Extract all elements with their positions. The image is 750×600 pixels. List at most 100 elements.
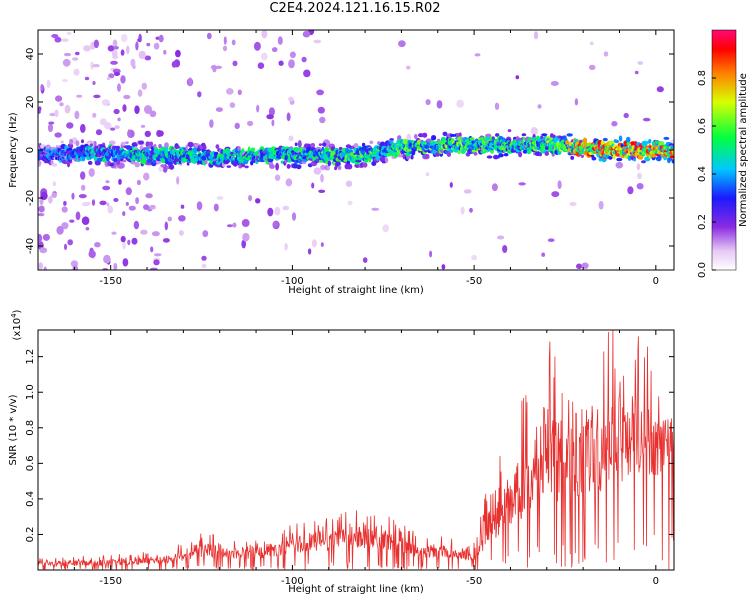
spectrogram-cell bbox=[75, 140, 80, 147]
spectrogram-cell bbox=[288, 59, 295, 69]
spectrogram-cell bbox=[569, 202, 577, 206]
spectrogram-cell bbox=[133, 220, 140, 230]
spectrogram-cell bbox=[636, 163, 641, 171]
spectrogram-cell bbox=[269, 164, 275, 169]
spectrogram-cell bbox=[294, 142, 298, 147]
spectrogram-cell bbox=[319, 116, 326, 124]
spectrogram-cell bbox=[485, 136, 491, 141]
spectrogram-cell bbox=[491, 183, 498, 192]
spectrogram-cell bbox=[89, 143, 93, 147]
spectrogram-cell bbox=[557, 180, 562, 190]
spectrogram-cell bbox=[625, 136, 631, 143]
spectrogram-cell bbox=[54, 132, 62, 138]
spectrogram-cell bbox=[495, 133, 500, 137]
spectrogram-cell bbox=[345, 180, 353, 187]
spectrogram-cell bbox=[237, 89, 242, 96]
spectrogram-cell bbox=[84, 76, 90, 81]
spectrogram-cell bbox=[201, 255, 207, 261]
spectrogram-cell bbox=[107, 45, 115, 52]
spectrogram-cell bbox=[131, 237, 138, 245]
spectrogram-cell bbox=[130, 58, 136, 67]
spectrogram-cell bbox=[274, 174, 281, 181]
spectrogram-cell bbox=[197, 91, 202, 98]
spectrogram-cell bbox=[244, 165, 249, 169]
spectrogram-cell bbox=[38, 160, 42, 166]
spectrogram-cell bbox=[112, 39, 118, 48]
spectrogram-cell bbox=[310, 143, 316, 148]
spectrogram-cell bbox=[69, 138, 74, 145]
spectrogram-cell bbox=[490, 150, 494, 154]
spectrogram-cell bbox=[222, 45, 228, 52]
spectrogram-cell bbox=[241, 239, 246, 249]
colorbar-label: Normalized spectral amplitude bbox=[738, 73, 749, 227]
spectrogram-cell bbox=[338, 146, 343, 151]
spectrogram-cell bbox=[146, 42, 151, 47]
spectrogram-cell bbox=[215, 144, 220, 150]
spectrogram-cell bbox=[71, 192, 75, 200]
spectrogram-cell bbox=[346, 160, 351, 165]
snr-y-axis-label: SNR (10 * v/v) bbox=[8, 394, 19, 465]
spectrogram-cell bbox=[138, 140, 144, 145]
spectrogram-cell bbox=[318, 189, 326, 193]
spectrogram-cell bbox=[216, 196, 224, 200]
spectrogram-cell bbox=[337, 165, 342, 171]
y-tick-label: 0 bbox=[25, 147, 36, 153]
spectrogram-cell bbox=[122, 241, 126, 250]
spectrogram-cell bbox=[56, 225, 64, 235]
spectrogram-cell bbox=[113, 46, 119, 50]
spectrogram-cell bbox=[608, 155, 613, 160]
spectrogram-cell bbox=[502, 245, 508, 253]
spectrogram-cell bbox=[38, 106, 42, 112]
spectrogram-cell bbox=[398, 40, 406, 48]
spectrogram-cell bbox=[107, 205, 114, 214]
spectrogram-cell bbox=[603, 51, 609, 57]
spectrogram-cell bbox=[425, 172, 430, 177]
spectrogram-cell bbox=[456, 99, 465, 108]
spectrogram-cell bbox=[158, 166, 164, 172]
spectrogram-cell bbox=[153, 42, 160, 50]
spectrogram-cell bbox=[102, 185, 111, 191]
y-tick-label: 40 bbox=[25, 48, 36, 61]
spectrogram-cell bbox=[92, 112, 97, 118]
spectrogram-cell bbox=[289, 51, 296, 59]
spectrogram-cell bbox=[61, 38, 69, 42]
spectrogram-cell bbox=[581, 262, 589, 269]
spectrogram-cell bbox=[626, 142, 630, 146]
spectrogram-cell bbox=[460, 206, 465, 215]
spectrogram-cell bbox=[120, 141, 126, 146]
spectrogram-cell bbox=[87, 160, 93, 165]
spectrogram-cell bbox=[457, 150, 461, 155]
spectrogram-cell bbox=[522, 137, 526, 141]
spectrogram-cell bbox=[651, 153, 656, 158]
spectrogram-cell bbox=[273, 221, 278, 228]
spectrogram-cell bbox=[202, 144, 207, 150]
spectrogram-cell bbox=[201, 263, 207, 269]
spectrogram-cell bbox=[92, 81, 96, 85]
spectrogram-cell bbox=[120, 34, 128, 42]
spectrogram-cell bbox=[127, 129, 131, 138]
y-tick-label: 0.4 bbox=[25, 491, 36, 507]
spectrogram-cell bbox=[106, 202, 110, 207]
spectrogram-cell bbox=[346, 163, 353, 170]
spectrogram-cell bbox=[296, 164, 302, 170]
spectrogram-cell bbox=[202, 230, 209, 238]
spectrogram-cell bbox=[642, 117, 651, 122]
spectrogram-cell bbox=[226, 165, 232, 168]
spectrogram-cell bbox=[474, 53, 481, 57]
spectrogram-cell bbox=[82, 202, 90, 207]
colorbar-gradient bbox=[711, 29, 737, 271]
spectrogram-cell bbox=[110, 60, 118, 65]
spectrogram-cell bbox=[327, 160, 331, 167]
colorbar-tick-label: 0.0 bbox=[697, 262, 708, 278]
spectrogram-cell bbox=[588, 64, 596, 70]
spectrogram-cell bbox=[551, 191, 560, 198]
spectrogram-cell bbox=[80, 171, 86, 180]
snr-x-axis-label: Height of straight line (km) bbox=[288, 584, 424, 595]
spectrogram-cell bbox=[149, 110, 157, 118]
spectrogram-cell bbox=[143, 204, 150, 211]
spectrogram-y-ticks: -40 -20 0 20 40 bbox=[25, 48, 674, 254]
spectrogram-cell bbox=[402, 138, 409, 145]
spectrogram-cell bbox=[144, 105, 152, 114]
spectrogram-cell bbox=[76, 94, 83, 98]
spectrogram-cell bbox=[469, 137, 475, 141]
